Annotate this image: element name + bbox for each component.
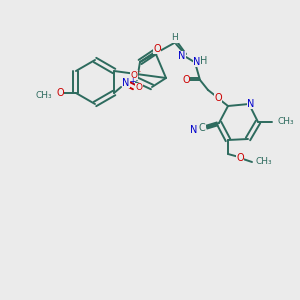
Text: N: N (190, 125, 198, 135)
Text: N: N (122, 78, 130, 88)
Text: O: O (153, 44, 161, 54)
Text: +: + (129, 76, 135, 85)
Text: O: O (182, 75, 190, 85)
Text: CH₃: CH₃ (277, 118, 294, 127)
Text: O: O (236, 153, 244, 163)
Text: ⁻: ⁻ (137, 68, 141, 77)
Text: N: N (178, 51, 186, 61)
Text: O: O (56, 88, 64, 98)
Text: CH₃: CH₃ (256, 158, 273, 166)
Text: H: H (172, 34, 178, 43)
Text: C: C (199, 123, 206, 133)
Text: O: O (136, 83, 142, 92)
Text: N: N (247, 99, 255, 109)
Text: O: O (214, 93, 222, 103)
Text: O: O (130, 70, 138, 80)
Text: N: N (193, 57, 201, 67)
Text: H: H (200, 56, 208, 66)
Text: CH₃: CH₃ (35, 91, 52, 100)
